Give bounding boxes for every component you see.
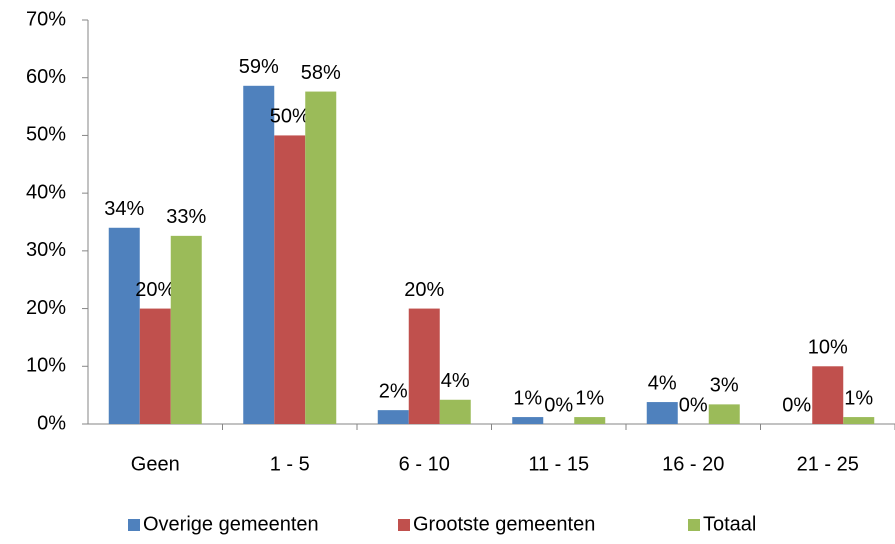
x-tick-label: 1 - 5 [270, 453, 310, 475]
bar [843, 417, 875, 424]
bar [377, 410, 409, 424]
y-tick-label: 40% [26, 181, 66, 203]
x-tick-label: 21 - 25 [797, 453, 859, 475]
bar [305, 91, 337, 425]
data-label: 4% [441, 370, 470, 392]
data-label: 0% [544, 394, 573, 416]
data-label: 20% [135, 279, 175, 301]
data-label: 2% [379, 380, 408, 402]
data-label: 10% [808, 337, 848, 359]
data-label: 1% [844, 387, 873, 409]
y-tick-label: 10% [26, 355, 66, 377]
legend-swatch [688, 519, 700, 531]
data-label: 20% [404, 279, 444, 301]
y-tick-label: 30% [26, 239, 66, 261]
y-tick-label: 70% [26, 8, 66, 30]
legend-swatch [398, 519, 410, 531]
data-label: 1% [513, 387, 542, 409]
data-label: 58% [301, 62, 341, 84]
x-tick-label: 6 - 10 [399, 453, 450, 475]
bar [812, 366, 844, 424]
bar [408, 308, 440, 424]
data-label: 3% [710, 375, 739, 397]
data-label: 50% [270, 106, 310, 128]
y-tick-label: 60% [26, 66, 66, 88]
bar [108, 227, 140, 424]
bar [139, 308, 171, 424]
data-label: 4% [648, 372, 677, 394]
legend-label: Overige gemeenten [143, 513, 319, 535]
bar [708, 404, 740, 424]
data-label: 1% [575, 387, 604, 409]
data-label: 0% [679, 394, 708, 416]
legend-label: Grootste gemeenten [413, 513, 595, 535]
y-tick-label: 50% [26, 124, 66, 146]
data-label: 33% [166, 206, 206, 228]
data-label: 0% [782, 394, 811, 416]
bar [274, 135, 306, 424]
bar [512, 417, 544, 424]
legend-swatch [128, 519, 140, 531]
x-tick-label: 11 - 15 [528, 453, 589, 475]
y-tick-label: 20% [26, 297, 66, 319]
bar [646, 402, 678, 424]
x-tick-label: 16 - 20 [662, 453, 724, 475]
data-label: 59% [239, 56, 279, 78]
legend-label: Totaal [703, 513, 756, 535]
x-tick-label: Geen [131, 453, 180, 475]
bar [170, 235, 202, 424]
data-label: 34% [104, 198, 144, 220]
bar [243, 85, 275, 425]
bar [574, 417, 606, 424]
bar [439, 399, 471, 424]
y-tick-label: 0% [37, 412, 66, 434]
